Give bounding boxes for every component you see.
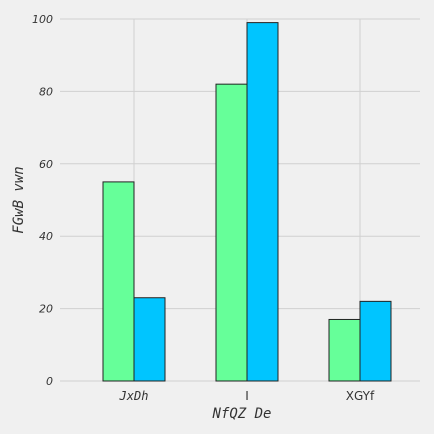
x-axis-title: NfQZ De (211, 406, 271, 422)
bar-series1-i (216, 84, 247, 381)
bar-series2-i (247, 23, 278, 381)
y-tick-label: 100 (32, 13, 53, 26)
x-axis-ticks: JxDh I XGYf (119, 389, 375, 403)
y-tick-label: 0 (46, 375, 53, 388)
y-tick-label: 80 (39, 85, 53, 98)
y-axis-title: FGwB vwn (11, 166, 27, 233)
x-tick-label: JxDh (119, 389, 149, 403)
bar-series1-xgyf (329, 319, 360, 381)
bar-series2-xgyf (360, 301, 391, 381)
bar-series2-jxdh (134, 298, 165, 381)
x-tick-label: I (245, 389, 249, 403)
y-axis-ticks: 0 20 40 60 80 100 (32, 13, 53, 388)
bar-series1-jxdh (103, 182, 134, 381)
bars (103, 23, 391, 381)
x-tick-label: XGYf (346, 389, 375, 403)
y-tick-label: 20 (39, 303, 53, 316)
y-tick-label: 40 (39, 230, 53, 243)
y-tick-label: 60 (39, 158, 53, 171)
